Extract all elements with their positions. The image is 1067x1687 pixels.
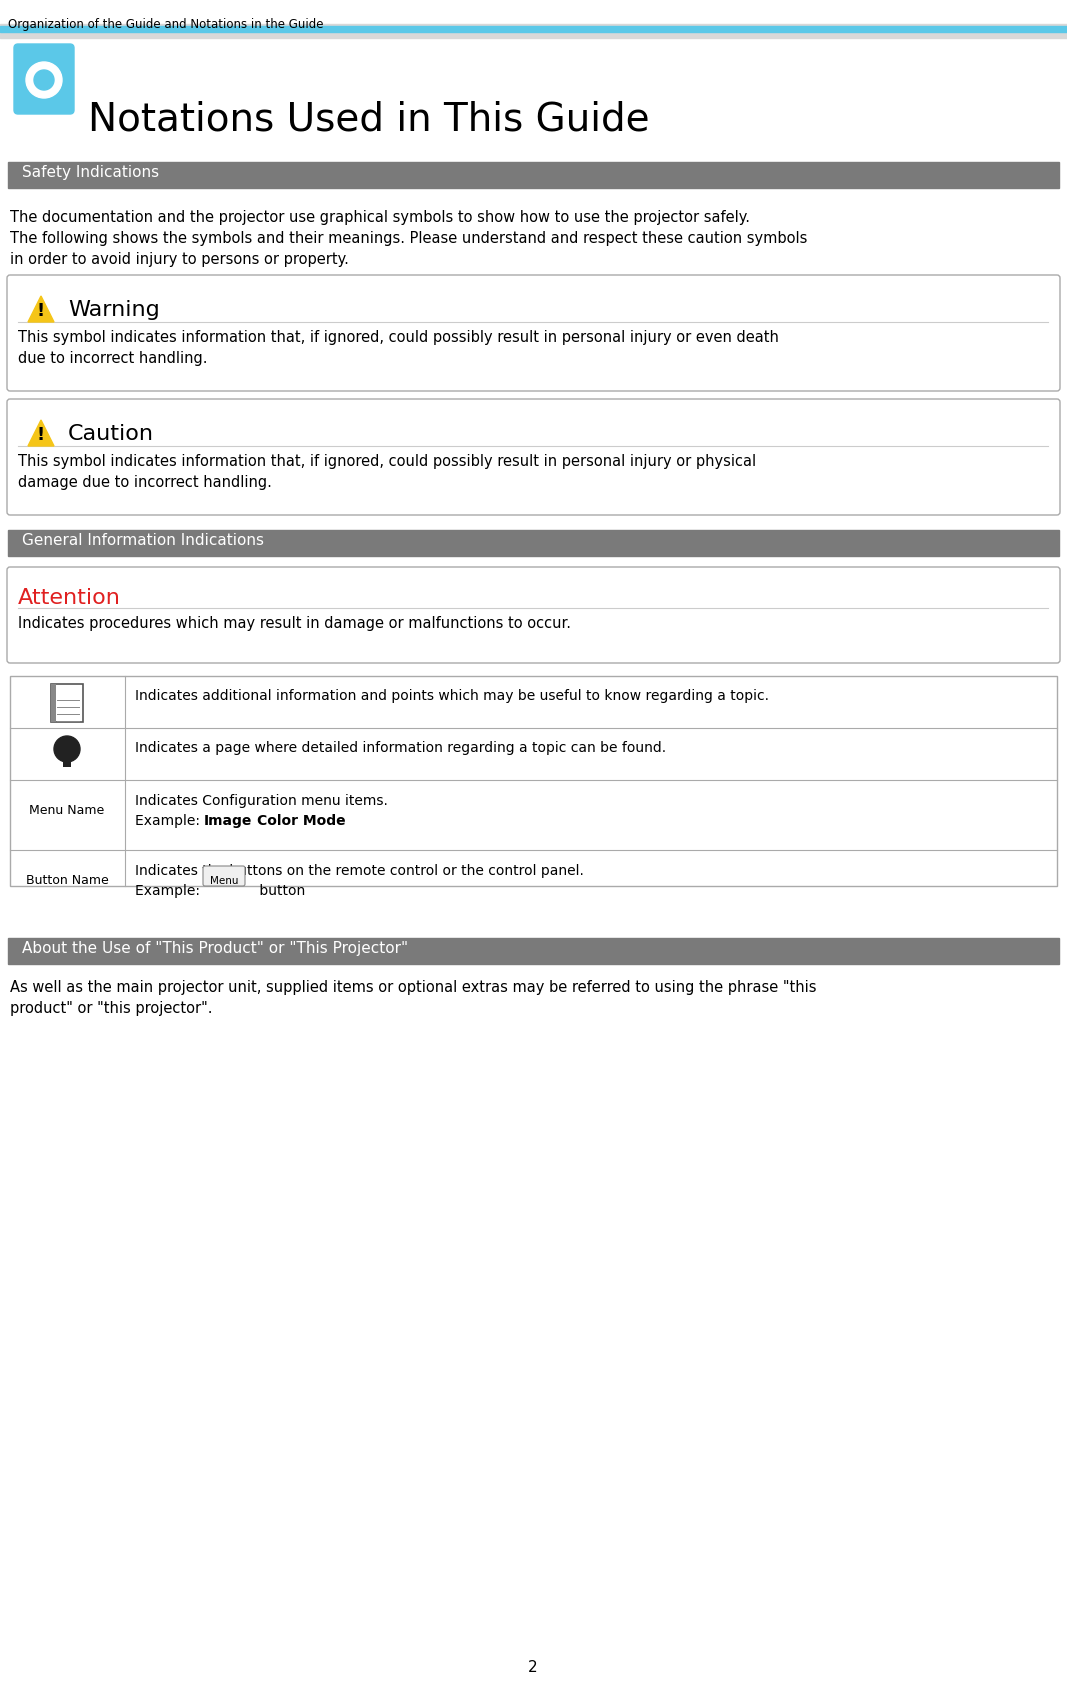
Polygon shape bbox=[28, 295, 54, 322]
Text: Attention: Attention bbox=[18, 589, 121, 607]
Text: Example:: Example: bbox=[136, 884, 205, 897]
Text: 2: 2 bbox=[528, 1660, 538, 1675]
Bar bbox=[7, 162, 1060, 187]
Text: Indicates Configuration menu items.: Indicates Configuration menu items. bbox=[136, 795, 388, 808]
Bar bbox=[7, 938, 1060, 963]
Text: Caution: Caution bbox=[68, 423, 154, 444]
Text: Notations Used in This Guide: Notations Used in This Guide bbox=[87, 100, 650, 138]
Text: -: - bbox=[241, 815, 255, 828]
Text: Warning: Warning bbox=[68, 300, 160, 321]
Circle shape bbox=[34, 69, 54, 89]
Text: !: ! bbox=[37, 302, 45, 321]
Circle shape bbox=[54, 736, 80, 763]
Text: button: button bbox=[255, 884, 305, 897]
Text: General Information Indications: General Information Indications bbox=[22, 533, 264, 548]
Text: Menu Name: Menu Name bbox=[30, 803, 105, 817]
FancyBboxPatch shape bbox=[203, 865, 245, 886]
Text: Color Mode: Color Mode bbox=[257, 815, 346, 828]
Bar bbox=[10, 676, 1057, 886]
Bar bbox=[7, 530, 1060, 557]
Bar bbox=[0, 24, 1067, 39]
Text: The documentation and the projector use graphical symbols to show how to use the: The documentation and the projector use … bbox=[10, 209, 808, 267]
Text: Indicates procedures which may result in damage or malfunctions to occur.: Indicates procedures which may result in… bbox=[18, 616, 571, 631]
Circle shape bbox=[26, 62, 62, 98]
FancyBboxPatch shape bbox=[7, 567, 1060, 663]
Text: Button Name: Button Name bbox=[26, 874, 109, 886]
Text: Safety Indications: Safety Indications bbox=[22, 165, 159, 181]
Text: !: ! bbox=[37, 427, 45, 444]
Text: Example:: Example: bbox=[136, 815, 205, 828]
Text: Organization of the Guide and Notations in the Guide: Organization of the Guide and Notations … bbox=[7, 19, 323, 30]
FancyBboxPatch shape bbox=[51, 683, 83, 722]
Text: This symbol indicates information that, if ignored, could possibly result in per: This symbol indicates information that, … bbox=[18, 454, 757, 489]
FancyBboxPatch shape bbox=[7, 275, 1060, 391]
Text: About the Use of "This Product" or "This Projector": About the Use of "This Product" or "This… bbox=[22, 941, 408, 957]
Text: As well as the main projector unit, supplied items or optional extras may be ref: As well as the main projector unit, supp… bbox=[10, 980, 816, 1016]
Bar bbox=[0, 25, 1067, 32]
FancyBboxPatch shape bbox=[14, 44, 74, 115]
Text: Indicates additional information and points which may be useful to know regardin: Indicates additional information and poi… bbox=[136, 688, 769, 703]
Text: Indicates the buttons on the remote control or the control panel.: Indicates the buttons on the remote cont… bbox=[136, 864, 584, 877]
Text: Image: Image bbox=[204, 815, 253, 828]
Bar bbox=[51, 683, 55, 722]
Polygon shape bbox=[28, 420, 54, 445]
Text: Indicates a page where detailed information regarding a topic can be found.: Indicates a page where detailed informat… bbox=[136, 741, 666, 756]
Bar bbox=[63, 757, 71, 768]
Text: This symbol indicates information that, if ignored, could possibly result in per: This symbol indicates information that, … bbox=[18, 331, 779, 366]
FancyBboxPatch shape bbox=[7, 400, 1060, 515]
Text: Menu: Menu bbox=[210, 876, 238, 886]
